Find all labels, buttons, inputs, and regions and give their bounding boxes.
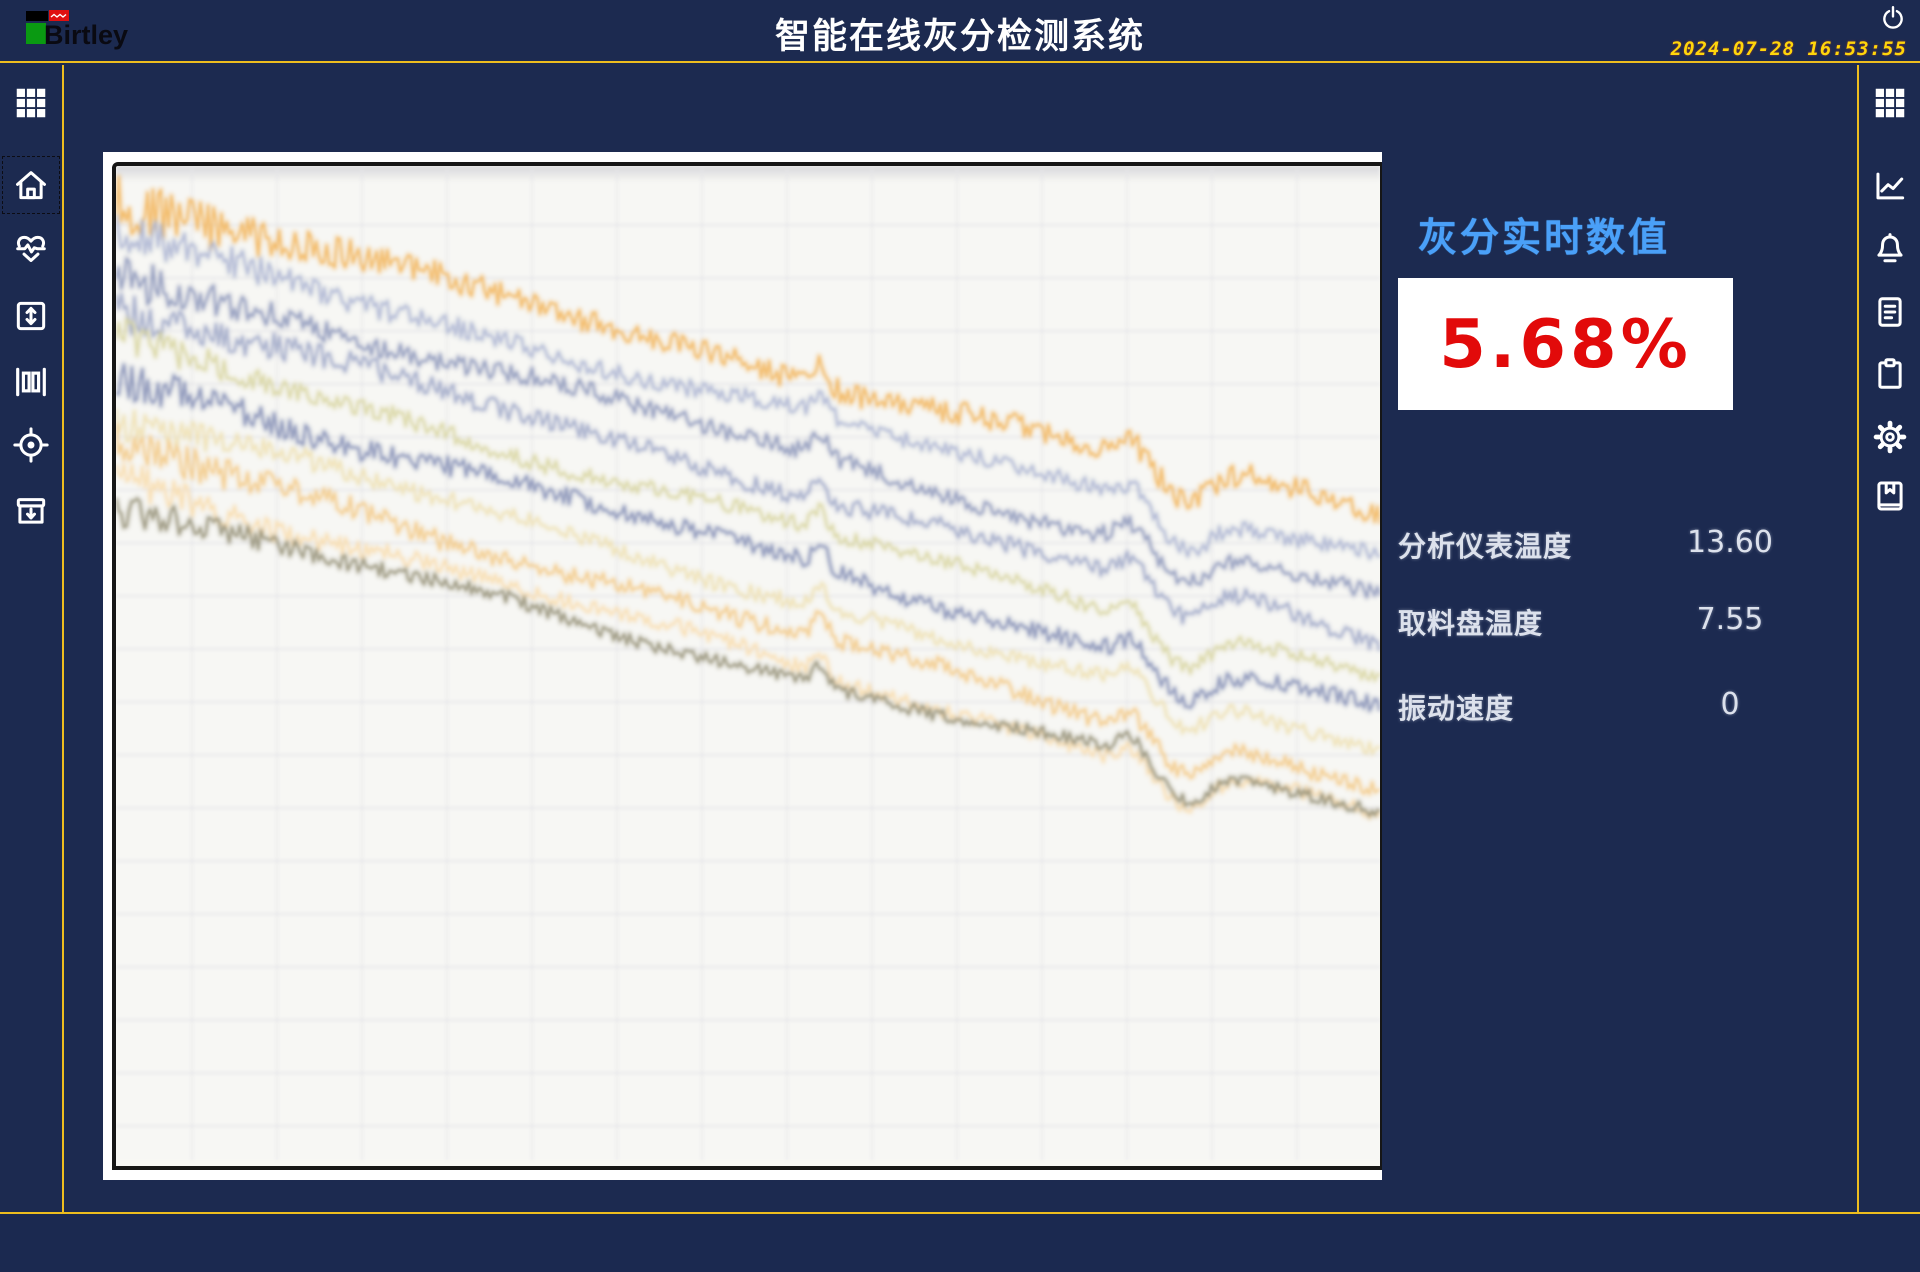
health-monitor-icon (16, 235, 46, 262)
power-icon (1883, 6, 1903, 29)
gate-bars-icon (16, 367, 46, 397)
sidebar-item-report[interactable] (1868, 290, 1912, 334)
metric-label: 取料盘温度 (1398, 608, 1544, 639)
apps-grid-icon (1875, 88, 1904, 118)
header-bar: Birtley 智能在线灰分检测系统 2024-07-28 16:53:55 (0, 0, 1920, 63)
manual-book-icon (1876, 481, 1903, 511)
brand-name: Birtley (44, 20, 129, 50)
sidebar-item-material-box[interactable] (9, 489, 53, 533)
trend-chart-panel (103, 152, 1382, 1180)
ash-value: 5.68% (1439, 305, 1692, 383)
sidebar-item-manual[interactable] (1868, 474, 1912, 518)
right-sidebar (1857, 65, 1920, 1212)
datetime-display: 2024-07-28 16:53:55 (1670, 38, 1907, 60)
logo-wave-icon (50, 13, 67, 18)
ash-value-box: 5.68% (1398, 278, 1733, 410)
brand-logo: Birtley (24, 10, 174, 50)
sidebar-item-health[interactable] (9, 228, 53, 272)
sidebar-item-clipboard[interactable] (1868, 352, 1912, 396)
ash-value-title: 灰分实时数值 (1418, 217, 1671, 260)
logo-black-block (26, 11, 48, 21)
metric-row-analyzer-temp: 分析仪表温度 13.60 (1398, 525, 1788, 565)
sidebar-item-trend[interactable] (1868, 164, 1912, 208)
page-title: 智能在线灰分检测系统 (774, 17, 1145, 56)
target-locate-icon (13, 427, 49, 463)
metric-value: 7.55 (1696, 602, 1764, 637)
settings-gear-icon (1873, 420, 1906, 454)
logo-green-block (26, 23, 46, 44)
power-button[interactable] (1880, 4, 1906, 30)
apps-grid-icon (16, 88, 46, 118)
sidebar-item-vertical-adjust[interactable] (9, 294, 53, 338)
trend-chart-icon (1875, 172, 1904, 200)
sidebar-item-apps-right[interactable] (1868, 81, 1912, 125)
metric-label: 分析仪表温度 (1398, 531, 1573, 562)
vertical-adjust-icon (16, 301, 46, 331)
footer-bar (0, 1212, 1920, 1272)
sidebar-item-target[interactable] (9, 423, 53, 467)
sidebar-item-gate[interactable] (9, 360, 53, 404)
sidebar-item-apps[interactable] (9, 81, 53, 125)
home-icon (16, 171, 46, 200)
sidebar-item-settings[interactable] (1868, 415, 1912, 459)
metric-label: 振动速度 (1398, 693, 1515, 724)
left-sidebar (0, 65, 64, 1212)
metric-value: 0 (1720, 687, 1740, 722)
trend-chart-frame (112, 162, 1382, 1170)
sidebar-item-alarm[interactable] (1868, 227, 1912, 271)
metric-value: 13.60 (1687, 525, 1773, 560)
metric-row-tray-temp: 取料盘温度 7.55 (1398, 602, 1788, 642)
clipboard-icon (1877, 358, 1902, 389)
metric-row-vibration-speed: 振动速度 0 (1398, 687, 1788, 727)
material-box-icon (16, 498, 46, 524)
sidebar-item-home[interactable] (2, 156, 60, 214)
logo-wave-block (49, 10, 69, 21)
alarm-bell-icon (1876, 233, 1903, 263)
report-document-icon (1877, 297, 1902, 327)
trend-canvas (116, 166, 1380, 1160)
